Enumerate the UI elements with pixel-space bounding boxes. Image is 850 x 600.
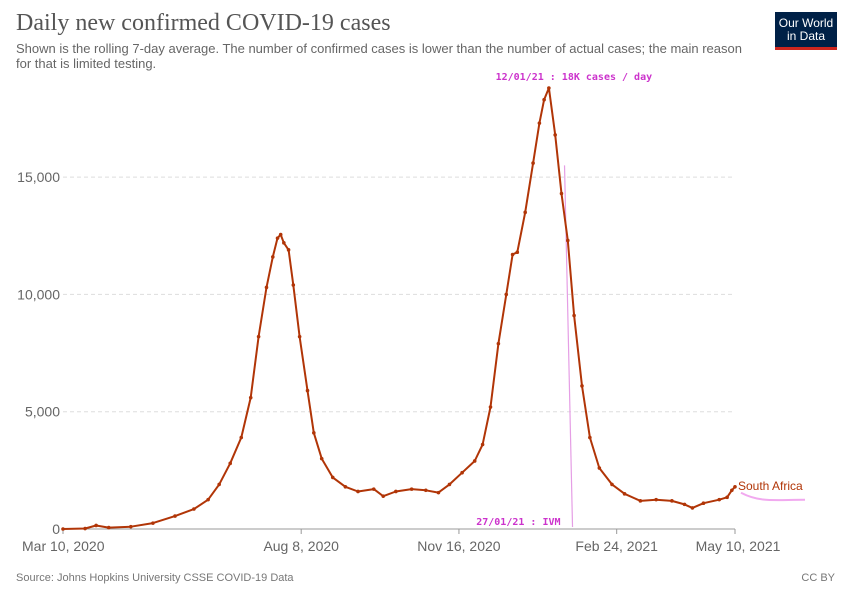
data-point xyxy=(730,488,734,493)
data-point xyxy=(256,334,261,339)
data-point xyxy=(94,523,98,528)
data-point xyxy=(356,489,360,494)
data-point xyxy=(472,459,477,463)
data-point xyxy=(173,514,177,518)
data-point xyxy=(504,292,509,297)
data-point xyxy=(682,502,687,507)
chart-subtitle: Shown is the rolling 7-day average. The … xyxy=(16,41,742,71)
legend-label-south-africa: South Africa xyxy=(738,479,803,493)
data-point xyxy=(319,456,324,461)
data-point xyxy=(343,484,348,489)
data-point xyxy=(129,524,133,529)
data-point xyxy=(282,241,286,245)
x-tick-label: May 10, 2021 xyxy=(696,538,781,554)
data-point xyxy=(278,232,283,237)
data-point xyxy=(228,461,233,466)
legend-connector xyxy=(740,491,806,502)
data-point xyxy=(488,405,493,409)
legend: South Africa xyxy=(738,479,806,502)
data-point xyxy=(192,507,196,511)
data-point xyxy=(515,250,520,255)
y-tick-label: 15,000 xyxy=(17,169,60,185)
data-point xyxy=(151,521,155,525)
data-point xyxy=(559,191,564,196)
data-point xyxy=(271,255,275,259)
data-point xyxy=(286,248,291,252)
x-tick-label: Nov 16, 2020 xyxy=(417,538,500,554)
data-point xyxy=(580,384,584,388)
data-point xyxy=(312,431,316,435)
y-tick-label: 5,000 xyxy=(25,404,60,420)
y-tick-label: 0 xyxy=(52,521,60,537)
x-tick-label: Mar 10, 2020 xyxy=(22,538,105,554)
ivm-annotation: 27/01/21 : IVM xyxy=(476,517,560,528)
data-point xyxy=(61,527,65,531)
license-link[interactable]: CC BY xyxy=(801,572,835,584)
data-point xyxy=(460,470,464,475)
logo-line-2: in Data xyxy=(786,29,826,43)
x-axis: Mar 10, 2020 Aug 8, 2020 Nov 16, 2020 Feb 2… xyxy=(22,528,781,554)
data-point xyxy=(597,466,602,470)
data-point xyxy=(537,121,542,125)
data-point xyxy=(547,86,551,90)
series-layer xyxy=(61,86,737,531)
data-point xyxy=(248,395,253,400)
series-line xyxy=(62,87,736,530)
owid-logo[interactable]: Our World in Data xyxy=(775,12,837,50)
data-point xyxy=(305,388,310,393)
data-point xyxy=(436,490,441,495)
data-point xyxy=(670,499,674,503)
data-point xyxy=(217,482,221,487)
peak-annotation: 12/01/21 : 18K cases / day xyxy=(496,72,653,83)
data-point xyxy=(480,442,485,447)
chart-title: Daily new confirmed COVID-19 cases xyxy=(16,10,391,36)
data-point xyxy=(531,161,535,165)
data-point xyxy=(701,501,706,505)
data-point xyxy=(496,341,501,346)
logo-line-1: Our World xyxy=(778,16,834,30)
data-point xyxy=(394,489,398,494)
data-point xyxy=(447,482,452,487)
data-point xyxy=(523,210,527,215)
data-point xyxy=(239,435,244,440)
data-point xyxy=(542,97,546,102)
x-tick-label: Feb 24, 2021 xyxy=(575,538,658,554)
data-point xyxy=(297,334,302,339)
data-point xyxy=(622,492,627,496)
data-point xyxy=(638,499,643,503)
x-tick-label: Aug 8, 2020 xyxy=(263,538,339,554)
data-point xyxy=(291,283,296,287)
data-point xyxy=(565,238,570,243)
data-point xyxy=(553,133,557,137)
data-point xyxy=(106,525,111,530)
data-point xyxy=(275,236,280,240)
annotations: 12/01/21 : 18K cases / day 27/01/21 : IVM xyxy=(476,72,652,528)
data-point xyxy=(588,435,592,440)
source-note[interactable]: Source: Johns Hopkins University CSSE CO… xyxy=(16,572,294,584)
data-point xyxy=(717,497,722,502)
data-point xyxy=(264,285,269,290)
data-point xyxy=(424,488,428,493)
data-point xyxy=(409,487,414,491)
data-point xyxy=(371,487,376,491)
data-point xyxy=(654,497,658,502)
data-point xyxy=(725,495,729,500)
grid-lines xyxy=(63,176,735,413)
data-point xyxy=(610,482,614,487)
y-axis: 0 5,000 10,000 15,000 xyxy=(17,169,60,537)
y-tick-label: 10,000 xyxy=(17,286,60,302)
data-point xyxy=(510,252,515,257)
data-point xyxy=(83,526,87,531)
data-point xyxy=(206,497,210,502)
data-point xyxy=(381,494,386,498)
data-point xyxy=(330,475,335,480)
data-point xyxy=(690,506,695,510)
data-point xyxy=(572,313,576,318)
data-point xyxy=(733,484,737,489)
